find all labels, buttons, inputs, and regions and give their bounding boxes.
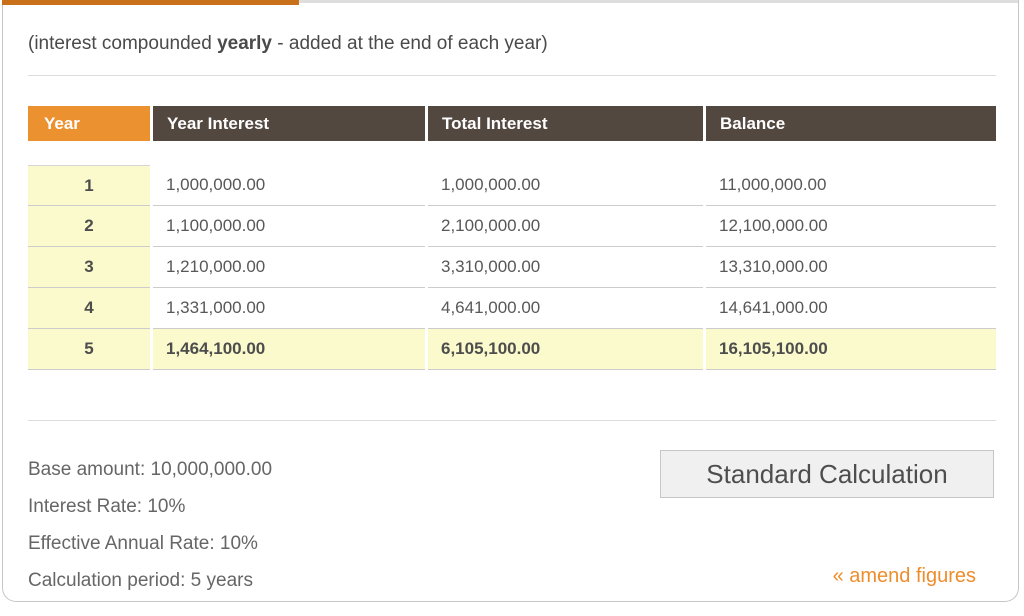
column-gap [150, 165, 153, 206]
bottom-divider [28, 420, 996, 421]
table-body: 1 1,000,000.00 1,000,000.00 11,000,000.0… [28, 165, 996, 370]
year-interest-cell: 1,210,000.00 [153, 247, 425, 288]
standard-calculation-button[interactable]: Standard Calculation [660, 450, 994, 498]
column-gap [425, 206, 428, 247]
total-interest-cell: 4,641,000.00 [428, 288, 703, 329]
year-cell: 2 [28, 206, 150, 247]
year-interest-cell: 1,100,000.00 [153, 206, 425, 247]
column-gap [150, 288, 153, 329]
results-panel: (interest compounded yearly - added at t… [2, 0, 1019, 602]
year-interest-cell: 1,331,000.00 [153, 288, 425, 329]
table-row: 4 1,331,000.00 4,641,000.00 14,641,000.0… [28, 288, 996, 329]
header-year-interest: Year Interest [153, 106, 425, 141]
header-total-interest: Total Interest [428, 106, 703, 141]
total-interest-cell: 1,000,000.00 [428, 165, 703, 206]
effective-annual-rate-line: Effective Annual Rate: 10% [28, 533, 258, 554]
column-gap [703, 165, 706, 206]
interest-table: Year Year Interest Total Interest Balanc… [28, 106, 996, 370]
year-cell: 3 [28, 247, 150, 288]
active-tab-indicator [2, 0, 299, 5]
balance-cell: 14,641,000.00 [706, 288, 996, 329]
balance-cell: 12,100,000.00 [706, 206, 996, 247]
column-gap [425, 329, 428, 370]
panel-content: (interest compounded yearly - added at t… [28, 0, 996, 599]
column-gap [425, 288, 428, 329]
compounding-note-suffix: - added at the end of each year) [272, 33, 548, 54]
column-gap [150, 329, 153, 370]
total-interest-cell: 6,105,100.00 [428, 329, 703, 370]
table-header-row: Year Year Interest Total Interest Balanc… [28, 106, 996, 141]
table-row: 1 1,000,000.00 1,000,000.00 11,000,000.0… [28, 165, 996, 206]
table-row: 3 1,210,000.00 3,310,000.00 13,310,000.0… [28, 247, 996, 288]
balance-cell: 16,105,100.00 [706, 329, 996, 370]
interest-rate-line: Interest Rate: 10% [28, 496, 186, 517]
top-divider [28, 75, 996, 76]
compounding-note-prefix: (interest compounded [28, 33, 218, 54]
calculation-summary: Base amount: 10,000,000.00 Interest Rate… [28, 451, 996, 599]
column-gap [703, 247, 706, 288]
column-gap [425, 165, 428, 206]
year-interest-cell: 1,464,100.00 [153, 329, 425, 370]
year-cell: 4 [28, 288, 150, 329]
year-cell: 1 [28, 165, 150, 206]
panel-top-border [3, 0, 1018, 3]
column-gap [425, 247, 428, 288]
column-gap [150, 247, 153, 288]
total-interest-cell: 3,310,000.00 [428, 247, 703, 288]
column-gap [703, 288, 706, 329]
balance-cell: 13,310,000.00 [706, 247, 996, 288]
column-gap [703, 329, 706, 370]
compounding-note: (interest compounded yearly - added at t… [28, 0, 996, 55]
base-amount-line: Base amount: 10,000,000.00 [28, 459, 273, 480]
header-balance: Balance [706, 106, 996, 141]
balance-cell: 11,000,000.00 [706, 165, 996, 206]
table-row: 2 1,100,000.00 2,100,000.00 12,100,000.0… [28, 206, 996, 247]
calculation-period-line: Calculation period: 5 years [28, 570, 253, 591]
column-gap [150, 206, 153, 247]
amend-figures-link[interactable]: « amend figures [832, 565, 976, 587]
column-gap [703, 206, 706, 247]
header-year: Year [28, 106, 150, 141]
total-interest-cell: 2,100,000.00 [428, 206, 703, 247]
compounding-note-frequency: yearly [217, 33, 273, 54]
year-interest-cell: 1,000,000.00 [153, 165, 425, 206]
table-row-final: 5 1,464,100.00 6,105,100.00 16,105,100.0… [28, 329, 996, 370]
year-cell: 5 [28, 329, 150, 370]
